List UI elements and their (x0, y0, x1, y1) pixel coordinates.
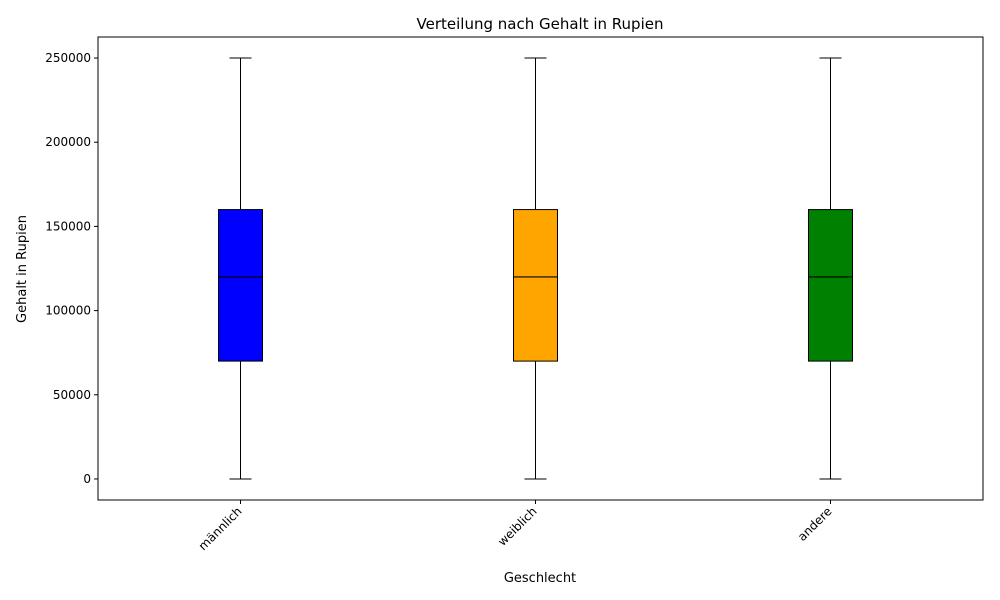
iqr-box (218, 209, 263, 362)
y-axis: 0 50000 100000 150000 200000 250000 (45, 51, 98, 486)
y-axis-label: Gehalt in Rupien (15, 215, 30, 323)
boxes-layer (218, 57, 853, 480)
y-tick-label: 50000 (53, 388, 91, 402)
box-2 (513, 57, 558, 480)
y-tick-label: 0 (83, 472, 91, 486)
plot-frame (97, 36, 984, 501)
x-tick-label: weiblich (495, 504, 540, 549)
y-tick-label: 200000 (45, 135, 91, 149)
iqr-box (808, 209, 853, 362)
x-tick-label: männlich (196, 504, 245, 553)
x-tick-label: andere (795, 504, 835, 544)
y-tick-label: 250000 (45, 51, 91, 65)
box-1 (218, 57, 263, 480)
y-tick-label: 100000 (45, 304, 91, 318)
box-3 (808, 57, 853, 480)
x-axis-label: Geschlecht (504, 571, 576, 586)
y-tick-label: 150000 (45, 219, 91, 233)
x-axis: männlich weiblich andere (196, 500, 835, 553)
iqr-box (513, 209, 558, 362)
chart-title: Verteilung nach Gehalt in Rupien (417, 15, 664, 33)
